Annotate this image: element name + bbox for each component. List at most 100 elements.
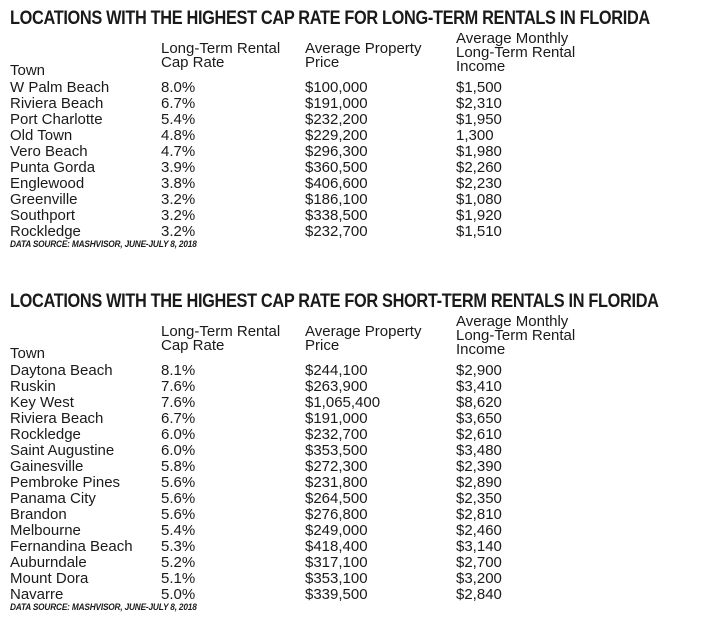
cell-avg-price: $406,600 [305,175,368,192]
cell-avg-income: $1,980 [456,143,502,160]
cell-town: Navarre [10,586,64,603]
cell-avg-price: $232,700 [305,426,368,443]
cell-cap-rate: 3.9% [161,159,196,176]
cell-town: Mount Dora [10,570,89,587]
cell-town: Daytona Beach [10,362,113,379]
cell-cap-rate: 5.0% [161,586,196,603]
table-row: Auburndale 5.2% $317,100 $2,700 [10,555,606,571]
cell-cap-rate: 4.8% [161,127,196,144]
cell-avg-income: $3,410 [456,378,502,395]
cell-cap-rate: 7.6% [161,378,196,395]
cell-avg-price: $191,000 [305,95,368,112]
short-term-table-body: Daytona Beach 8.1% $244,100 $2,900 Ruskin 7.6… [10,363,606,603]
short-term-section: LOCATIONS WITH THE HIGHEST CAP RATE FOR … [10,291,700,616]
cell-cap-rate: 8.0% [161,79,196,96]
cell-avg-price: $276,800 [305,506,368,523]
cell-avg-income: $1,500 [456,79,502,96]
table-row: W Palm Beach 8.0% $100,000 $1,500 [10,80,606,96]
cell-avg-income: $2,810 [456,506,502,523]
cell-town: Englewood [10,175,85,192]
short-term-header-row: Town Long-Term Rental Cap Rate Average P… [10,313,606,363]
cell-cap-rate: 3.8% [161,175,196,192]
cell-cap-rate: 5.4% [161,522,196,539]
table-row: Saint Augustine 6.0% $353,500 $3,480 [10,443,606,459]
cell-cap-rate: 5.8% [161,458,196,475]
table-row: Mount Dora 5.1% $353,100 $3,200 [10,571,606,587]
cell-avg-price: $232,200 [305,111,368,128]
cell-cap-rate: 8.1% [161,362,196,379]
cell-town: Auburndale [10,554,87,571]
cell-avg-income: $2,610 [456,426,502,443]
long-term-title: LOCATIONS WITH THE HIGHEST CAP RATE FOR … [10,8,650,29]
cell-avg-price: $353,100 [305,570,368,587]
cell-avg-price: $353,500 [305,442,368,459]
cell-cap-rate: 5.6% [161,474,196,491]
table-row: Greenville 3.2% $186,100 $1,080 [10,192,606,208]
table-row: Brandon 5.6% $276,800 $2,810 [10,507,606,523]
cell-town: Greenville [10,191,78,208]
cell-avg-income: $3,200 [456,570,502,587]
header-town: Town [10,345,46,362]
cell-town: Melbourne [10,522,81,539]
cell-avg-price: $191,000 [305,410,368,427]
cell-town: Old Town [10,127,73,144]
cell-cap-rate: 5.6% [161,506,196,523]
cell-town: Panama City [10,490,96,507]
cell-avg-income: $2,390 [456,458,502,475]
header-cap-rate: Long-Term Rental Cap Rate [161,323,281,354]
cell-avg-price: $296,300 [305,143,368,160]
table-row: Navarre 5.0% $339,500 $2,840 [10,587,606,603]
table-row: Daytona Beach 8.1% $244,100 $2,900 [10,363,606,379]
cell-avg-income: $2,700 [456,554,502,571]
cell-avg-price: $244,100 [305,362,368,379]
cell-avg-income: $3,480 [456,442,502,459]
cell-town: Rockledge [10,426,81,443]
cell-avg-price: $100,000 [305,79,368,96]
cell-avg-income: $1,920 [456,207,502,224]
cell-town: Saint Augustine [10,442,115,459]
cell-avg-income: $2,350 [456,490,502,507]
cell-cap-rate: 5.3% [161,538,196,555]
table-row: Riviera Beach 6.7% $191,000 $2,310 [10,96,606,112]
cell-avg-price: $263,900 [305,378,368,395]
cell-avg-price: $339,500 [305,586,368,603]
header-avg-income: Average Monthly Long-Term Rental Income [456,313,576,358]
cell-town: Vero Beach [10,143,88,160]
cell-avg-income: $2,310 [456,95,502,112]
cell-cap-rate: 5.6% [161,490,196,507]
cell-cap-rate: 3.2% [161,223,196,240]
cell-cap-rate: 6.0% [161,426,196,443]
table-row: Riviera Beach 6.7% $191,000 $3,650 [10,411,606,427]
cell-cap-rate: 5.1% [161,570,196,587]
long-term-section: LOCATIONS WITH THE HIGHEST CAP RATE FOR … [10,8,700,258]
short-term-table: Town Long-Term Rental Cap Rate Average P… [10,313,606,603]
header-avg-income: Average Monthly Long-Term Rental Income [456,30,576,75]
cell-cap-rate: 6.7% [161,410,196,427]
cell-avg-income: $2,900 [456,362,502,379]
cell-avg-price: $338,500 [305,207,368,224]
cell-town: Punta Gorda [10,159,96,176]
cell-avg-income: $8,620 [456,394,502,411]
cell-cap-rate: 6.7% [161,95,196,112]
table-row: Fernandina Beach 5.3% $418,400 $3,140 [10,539,606,555]
cell-avg-price: $360,500 [305,159,368,176]
cell-town: Port Charlotte [10,111,103,128]
cell-town: W Palm Beach [10,79,110,96]
table-row: Vero Beach 4.7% $296,300 $1,980 [10,144,606,160]
cell-cap-rate: 4.7% [161,143,196,160]
table-row: Port Charlotte 5.4% $232,200 $1,950 [10,112,606,128]
cell-cap-rate: 5.4% [161,111,196,128]
cell-avg-income: $2,890 [456,474,502,491]
header-avg-price: Average Property Price [305,40,422,71]
table-row: Rockledge 6.0% $232,700 $2,610 [10,427,606,443]
cell-avg-income: $2,840 [456,586,502,603]
cell-town: Riviera Beach [10,95,104,112]
header-avg-price: Average Property Price [305,323,422,354]
cell-avg-price: $249,000 [305,522,368,539]
cell-town: Fernandina Beach [10,538,133,555]
short-term-data-source: DATA SOURCE: MASHVISOR, JUNE-JULY 8, 201… [10,602,197,612]
cell-avg-price: $232,700 [305,223,368,240]
table-row: Punta Gorda 3.9% $360,500 $2,260 [10,160,606,176]
cell-cap-rate: 7.6% [161,394,196,411]
cell-town: Riviera Beach [10,410,104,427]
